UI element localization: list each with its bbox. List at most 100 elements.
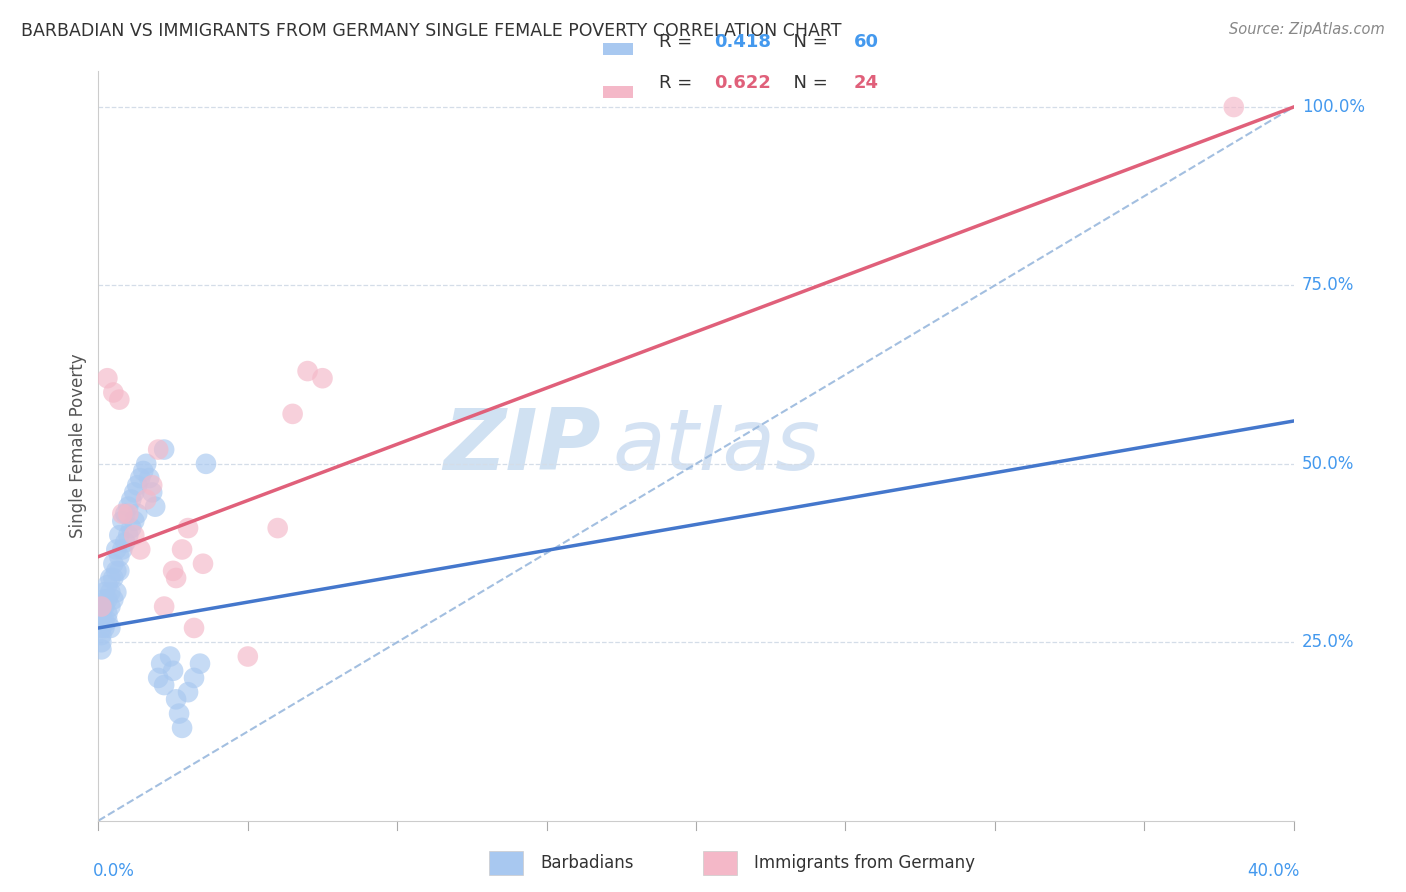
Point <box>177 521 200 535</box>
Point <box>117 500 139 514</box>
Point <box>93 592 115 607</box>
Point <box>135 492 157 507</box>
Point <box>111 507 134 521</box>
Point <box>111 514 134 528</box>
Text: 60: 60 <box>853 33 879 51</box>
Point <box>127 507 149 521</box>
Text: N =: N = <box>782 33 834 51</box>
Point <box>90 614 112 628</box>
Point <box>148 442 170 457</box>
Point <box>108 392 131 407</box>
Point <box>90 621 112 635</box>
Point <box>117 507 139 521</box>
Point <box>103 557 125 571</box>
FancyBboxPatch shape <box>603 86 633 98</box>
Text: R =: R = <box>658 74 697 92</box>
Point <box>172 721 194 735</box>
Point <box>105 542 128 557</box>
Point <box>172 542 194 557</box>
Point <box>108 564 131 578</box>
Point <box>90 635 112 649</box>
Point <box>183 671 205 685</box>
Point <box>177 685 200 699</box>
Point <box>195 457 218 471</box>
Point <box>93 585 115 599</box>
Point <box>311 371 333 385</box>
Point <box>120 521 142 535</box>
Point <box>93 621 115 635</box>
Point <box>96 578 118 592</box>
Point <box>138 471 160 485</box>
Point <box>93 614 115 628</box>
Text: 100.0%: 100.0% <box>1302 98 1365 116</box>
FancyBboxPatch shape <box>603 43 633 55</box>
Point <box>165 692 187 706</box>
Point <box>191 557 214 571</box>
Point <box>108 549 131 564</box>
Point <box>159 649 181 664</box>
Point <box>129 471 152 485</box>
Point <box>150 657 173 671</box>
Point <box>105 585 128 599</box>
Point <box>96 607 118 621</box>
Point <box>141 478 163 492</box>
Point <box>141 485 163 500</box>
Text: ZIP: ZIP <box>443 404 600 488</box>
Point <box>236 649 259 664</box>
Y-axis label: Single Female Poverty: Single Female Poverty <box>69 354 87 538</box>
Point <box>143 500 166 514</box>
Point <box>167 706 190 721</box>
Point <box>135 457 157 471</box>
Point <box>98 599 122 614</box>
FancyBboxPatch shape <box>489 851 523 875</box>
Point <box>162 664 184 678</box>
Text: Immigrants from Germany: Immigrants from Germany <box>754 854 974 872</box>
Text: Barbadians: Barbadians <box>540 854 634 872</box>
Point <box>148 671 170 685</box>
Point <box>90 607 112 621</box>
Point <box>96 592 118 607</box>
Point <box>96 371 118 385</box>
Point <box>281 407 304 421</box>
Text: Source: ZipAtlas.com: Source: ZipAtlas.com <box>1229 22 1385 37</box>
Point <box>114 507 136 521</box>
Point <box>117 528 139 542</box>
Point <box>127 478 149 492</box>
Point <box>153 442 176 457</box>
Text: R =: R = <box>658 33 697 51</box>
FancyBboxPatch shape <box>703 851 737 875</box>
Text: BARBADIAN VS IMMIGRANTS FROM GERMANY SINGLE FEMALE POVERTY CORRELATION CHART: BARBADIAN VS IMMIGRANTS FROM GERMANY SIN… <box>21 22 842 40</box>
Text: 50.0%: 50.0% <box>1302 455 1354 473</box>
Point <box>103 592 125 607</box>
Point <box>90 599 112 614</box>
Point <box>105 564 128 578</box>
Point <box>111 542 134 557</box>
Point <box>153 599 176 614</box>
Point <box>108 528 131 542</box>
Point <box>98 621 122 635</box>
Point <box>98 571 122 585</box>
Point <box>188 657 211 671</box>
Text: 40.0%: 40.0% <box>1247 862 1299 880</box>
Point <box>297 364 319 378</box>
Text: atlas: atlas <box>613 404 820 488</box>
Point <box>124 514 146 528</box>
Point <box>96 614 118 628</box>
Point <box>162 564 184 578</box>
Point <box>98 585 122 599</box>
Text: 24: 24 <box>853 74 879 92</box>
Point <box>267 521 290 535</box>
Point <box>90 599 112 614</box>
Point <box>183 621 205 635</box>
Point <box>90 642 112 657</box>
Text: 0.0%: 0.0% <box>93 862 135 880</box>
Point <box>90 628 112 642</box>
Point <box>124 485 146 500</box>
Point <box>132 464 155 478</box>
Point <box>120 492 142 507</box>
Point <box>153 678 176 692</box>
Point <box>1223 100 1246 114</box>
Text: 0.418: 0.418 <box>714 33 772 51</box>
Point <box>103 385 125 400</box>
Point <box>103 571 125 585</box>
